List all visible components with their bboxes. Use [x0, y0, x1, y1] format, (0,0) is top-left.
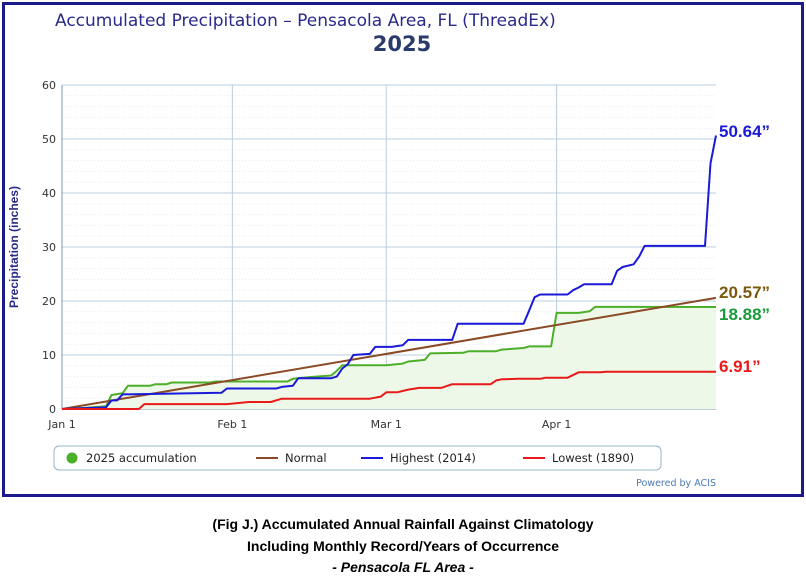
legend-label: Lowest (1890) [552, 451, 634, 465]
series-line-2025-accumulation [61, 305, 717, 410]
end-value-label: 20.57” [719, 283, 770, 302]
series-line-lowest-1890 [62, 370, 716, 410]
legend-label: Highest (2014) [390, 451, 476, 465]
series-area-accumulation [62, 306, 716, 409]
end-value-label: 50.64” [719, 122, 770, 141]
y-tick-label: 30 [42, 241, 56, 254]
x-tick-label: Feb 1 [217, 418, 247, 431]
y-tick-label: 60 [42, 79, 56, 92]
x-tick-label: Mar 1 [371, 418, 402, 431]
caption-line-2: Including Monthly Record/Years of Occurr… [247, 538, 559, 554]
chart-subtitle: 2025 [373, 32, 431, 56]
caption-line-3: - Pensacola FL Area - [332, 559, 474, 575]
y-tick-label: 20 [42, 295, 56, 308]
legend-marker-dot [66, 452, 78, 464]
chart-title: Accumulated Precipitation – Pensacola Ar… [55, 11, 556, 31]
legend-box [53, 445, 662, 471]
x-tick-label: Apr 1 [542, 418, 572, 431]
y-axis-label: Precipitation (inches) [7, 186, 21, 308]
legend-label: Normal [285, 451, 327, 465]
series-line-highest-2014 [61, 135, 717, 410]
series-line-normal [61, 296, 717, 410]
y-tick-label: 50 [42, 133, 56, 146]
y-tick-label: 40 [42, 187, 56, 200]
legend-label: 2025 accumulation [86, 451, 197, 465]
precipitation-chart: Accumulated Precipitation – Pensacola Ar… [7, 11, 770, 489]
y-tick-label: 10 [42, 349, 56, 362]
y-tick-label: 0 [49, 403, 56, 416]
end-value-label: 6.91” [719, 357, 761, 376]
caption-line-1: (Fig J.) Accumulated Annual Rainfall Aga… [212, 516, 594, 532]
end-value-label: 18.88” [719, 305, 770, 324]
credit-text: Powered by ACIS [636, 478, 716, 489]
x-tick-label: Jan 1 [47, 418, 75, 431]
chart-frame: Accumulated Precipitation – Pensacola Ar… [2, 2, 804, 497]
